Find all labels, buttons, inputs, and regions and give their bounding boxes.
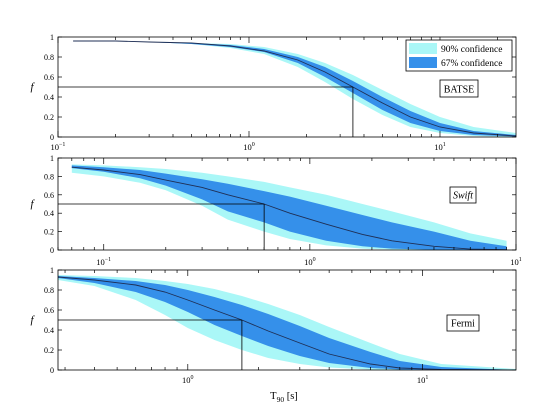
panel-batse: 0 0.2 0.4 0.6 0.8 1 f 10−1 100 101 BATSE [30, 33, 517, 152]
legend-label-90: 90% confidence [441, 44, 502, 55]
y-tick-label: 0.6 [44, 73, 54, 82]
y-axis-label: f [30, 314, 35, 326]
y-tick-label: 0.8 [44, 53, 54, 62]
plot-frame [57, 36, 517, 138]
legend: 90% confidence 67% confidence [405, 39, 513, 72]
x-tick-label: 101 [417, 375, 429, 385]
x-tick-label: 101 [434, 142, 446, 152]
panel-label-box [446, 314, 480, 332]
y-tick-label: 0 [50, 246, 54, 255]
y-tick-label: 0.4 [44, 93, 54, 102]
y-tick-label: 1 [50, 33, 54, 42]
median-curve [57, 276, 517, 371]
x-tick-label: 10−1 [96, 257, 111, 267]
y-tick-label: 1 [50, 154, 54, 163]
x-tick-label: 101 [510, 257, 522, 267]
band-67-confidence [71, 165, 507, 250]
panel-label-box [439, 79, 479, 98]
band-67-confidence [73, 41, 516, 137]
legend-label-67: 67% confidence [441, 58, 502, 69]
legend-swatch-67 [409, 57, 437, 68]
y-tick-label: 0.8 [44, 286, 54, 295]
y-tick-label: 0.4 [44, 326, 54, 335]
x-axis-label: T90 [s] [270, 391, 298, 404]
y-tick-label: 0.2 [44, 228, 54, 237]
y-axis-label: f [30, 198, 35, 210]
panel-label: BATSE [444, 85, 475, 96]
y-tick-label: 0.4 [44, 209, 54, 218]
y-tick-label: 1 [50, 266, 54, 275]
x-tick-label: 100 [243, 142, 254, 152]
panel-swift: 0 0.2 0.4 0.6 0.8 1 f 10−1 100 101 Swift [30, 154, 521, 267]
x-tick-label: 10−1 [51, 142, 66, 152]
y-tick-label: 0.2 [44, 346, 54, 355]
panel-label-box [449, 186, 477, 204]
y-tick-label: 0.8 [44, 172, 54, 181]
panel-label: Swift [453, 191, 473, 202]
plot-frame [57, 157, 517, 251]
median-curve [73, 40, 517, 137]
panel-fermi: 0 0.2 0.4 0.6 0.8 1 f 100 101 Fermi [30, 266, 517, 385]
median-curve [71, 166, 507, 251]
y-tick-label: 0.2 [44, 113, 54, 122]
panel-label: Fermi [451, 319, 475, 330]
legend-swatch-90 [409, 43, 437, 54]
y-axis-label: f [30, 81, 35, 93]
band-67-confidence [58, 276, 516, 370]
y-tick-label: 0.6 [44, 191, 54, 200]
y-tick-label: 0 [50, 366, 54, 375]
y-tick-label: 0.6 [44, 306, 54, 315]
x-tick-label: 100 [304, 257, 316, 267]
x-tick-label: 100 [182, 375, 194, 385]
plot-frame [57, 269, 517, 371]
y-tick-label: 0 [50, 133, 54, 142]
